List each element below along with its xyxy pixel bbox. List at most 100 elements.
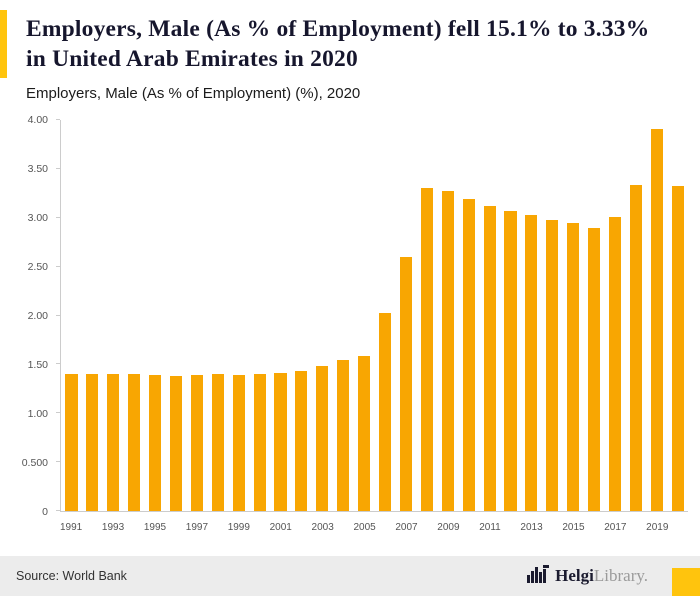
accent-square-bottom-right — [672, 568, 700, 596]
bar — [608, 216, 622, 511]
x-tick-label: 2015 — [562, 522, 585, 533]
x-tick-label — [627, 516, 647, 536]
x-tick-label: 2017 — [604, 522, 627, 533]
bar — [483, 206, 496, 511]
x-tick-label — [334, 516, 354, 536]
bar-slot — [396, 120, 417, 511]
bar-slot — [82, 120, 103, 511]
x-tick-label — [668, 516, 688, 536]
bar — [588, 227, 601, 511]
bar — [107, 374, 120, 511]
y-tick-mark — [56, 216, 60, 218]
y-tick-label: 0 — [42, 506, 48, 518]
x-tick-label: 2001 — [269, 522, 292, 533]
bar-slot — [375, 120, 396, 511]
y-tick-label: 4.00 — [27, 114, 48, 126]
bar-chart: 4.00 3.50 3.00 2.50 2.00 1.50 1.00 0.500 0 1991 1… — [12, 114, 688, 536]
bar — [65, 374, 78, 511]
bar-slot — [270, 120, 291, 511]
x-tick-label — [585, 516, 605, 536]
x-tick-label: 2013 — [520, 522, 543, 533]
bar-slot — [186, 120, 207, 511]
bar-slot — [646, 120, 667, 511]
bar — [671, 185, 684, 511]
bar-slot — [667, 120, 688, 511]
x-tick-label — [501, 516, 521, 536]
bar-slot — [437, 120, 458, 511]
y-tick-label: 0.500 — [21, 457, 48, 469]
x-tick-label — [166, 516, 186, 536]
helgilibrary-bars-icon — [527, 564, 550, 588]
bar-slot — [291, 120, 312, 511]
bar-slot — [479, 120, 500, 511]
bar — [190, 375, 203, 511]
x-tick-label — [376, 516, 396, 536]
bar-slot — [563, 120, 584, 511]
bar — [337, 360, 350, 511]
bar-slot — [500, 120, 521, 511]
bar-slot — [103, 120, 124, 511]
x-tick-label: 2011 — [479, 522, 501, 533]
bar-slot — [124, 120, 145, 511]
footer: Source: World Bank HelgiLibrary. — [0, 556, 700, 596]
x-tick-label: 1993 — [101, 522, 125, 533]
y-tick-label: 1.50 — [27, 359, 48, 371]
bar — [399, 256, 413, 511]
bar — [525, 214, 538, 511]
x-tick-label — [543, 516, 563, 536]
bar — [378, 312, 392, 511]
bar-slot — [166, 120, 187, 511]
x-tick-label: 2005 — [353, 522, 376, 533]
x-tick-label — [208, 516, 228, 536]
x-tick-label: 1999 — [227, 522, 250, 533]
y-tick-mark — [56, 510, 60, 511]
y-tick-label: 2.00 — [27, 310, 48, 322]
bar-slot — [605, 120, 626, 511]
x-tick-label: 2019 — [646, 522, 669, 533]
bar-slot — [61, 120, 82, 511]
y-tick-mark — [56, 314, 60, 316]
logo-text-library: Library. — [593, 566, 648, 585]
bar-slot — [625, 120, 646, 511]
plot-area — [56, 119, 688, 512]
page-subtitle: Employers, Male (As % of Employment) (%)… — [26, 84, 361, 102]
y-tick-label: 3.50 — [27, 163, 48, 175]
y-tick-mark — [56, 412, 60, 414]
x-tick-label: 2003 — [311, 522, 334, 533]
x-tick-label — [82, 516, 102, 536]
x-axis: 1991 1993 1995 1997 1999 2001 2003 2005 2007 2009… — [60, 516, 688, 536]
bar-slot — [458, 120, 479, 511]
bar-slot — [333, 120, 354, 511]
bar — [169, 376, 183, 511]
bar — [504, 210, 517, 511]
bar-slot — [145, 120, 166, 511]
bar-slot — [354, 120, 375, 511]
x-tick-label: 1991 — [60, 522, 83, 533]
bar-slot — [207, 120, 228, 511]
helgilibrary-logo: HelgiLibrary. — [527, 564, 648, 588]
bar — [358, 355, 371, 511]
bar-slot — [521, 120, 542, 511]
logo-text: HelgiLibrary. — [555, 566, 648, 586]
page-title: Employers, Male (As % of Employment) fel… — [26, 16, 650, 72]
y-axis: 4.00 3.50 3.00 2.50 2.00 1.50 1.00 0.500 0 — [12, 114, 54, 518]
y-tick-label: 3.00 — [27, 212, 48, 224]
bar-slot — [416, 120, 437, 511]
header: Employers, Male (As % of Employment) fel… — [0, 0, 700, 102]
x-tick-label — [418, 516, 438, 536]
bar — [253, 374, 266, 511]
bar-slot — [584, 120, 605, 511]
y-tick-mark — [56, 167, 60, 169]
bar — [462, 199, 475, 511]
x-tick-label — [292, 516, 312, 536]
bar — [420, 188, 433, 511]
bar — [546, 219, 559, 511]
x-tick-label — [124, 516, 144, 536]
y-tick-mark — [56, 363, 60, 365]
bar — [567, 222, 580, 511]
bar — [629, 184, 642, 511]
accent-bar-top-left — [0, 10, 7, 78]
bar — [128, 374, 141, 511]
bar-slot — [542, 120, 563, 511]
logo-text-helgi: Helgi — [555, 566, 594, 585]
